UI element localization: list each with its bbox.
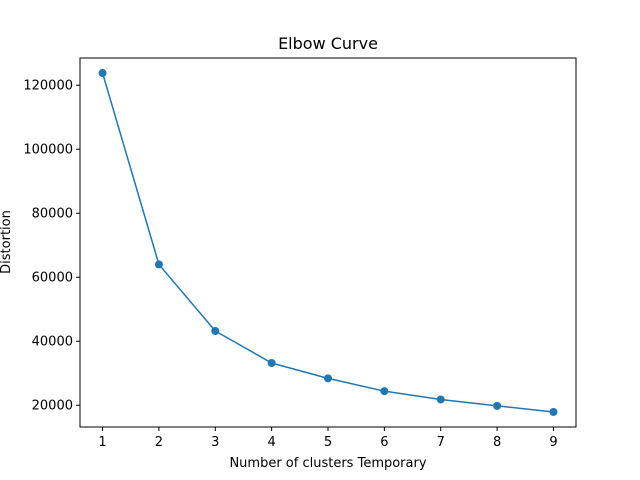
plot-frame <box>79 57 577 428</box>
y-axis-ticks: 20000 40000 60000 80000 100000 120000 <box>23 79 80 414</box>
data-point <box>549 407 558 416</box>
y-tick-label: 100000 <box>23 143 73 158</box>
data-point <box>267 358 276 367</box>
data-point <box>211 326 220 335</box>
y-axis-label: Distortion <box>0 210 14 274</box>
y-tick-label: 80000 <box>32 207 73 222</box>
data-point <box>436 395 445 404</box>
x-tick-label: 1 <box>98 435 106 450</box>
data-point <box>154 260 163 269</box>
x-tick-label: 2 <box>155 435 163 450</box>
x-tick-label: 3 <box>211 435 219 450</box>
x-axis-ticks: 1 2 3 4 5 6 7 8 9 <box>98 427 558 450</box>
x-axis-label: Number of clusters Temporary <box>229 456 426 471</box>
x-tick-label: 7 <box>437 435 445 450</box>
x-tick-label: 9 <box>549 435 557 450</box>
data-point <box>98 69 107 78</box>
y-tick-label: 120000 <box>23 79 73 94</box>
data-point <box>324 374 332 383</box>
y-tick-label: 20000 <box>32 399 73 414</box>
series-layer <box>98 69 558 416</box>
data-point <box>380 387 389 396</box>
x-tick-label: 6 <box>380 435 388 450</box>
chart-title: Elbow Curve <box>278 34 378 53</box>
data-point <box>493 401 502 410</box>
plot-area <box>80 58 576 427</box>
y-tick-label: 40000 <box>32 335 73 350</box>
x-tick-label: 8 <box>493 435 501 450</box>
x-tick-label: 5 <box>324 435 332 450</box>
y-tick-label: 60000 <box>32 271 73 286</box>
x-tick-label: 4 <box>267 435 275 450</box>
